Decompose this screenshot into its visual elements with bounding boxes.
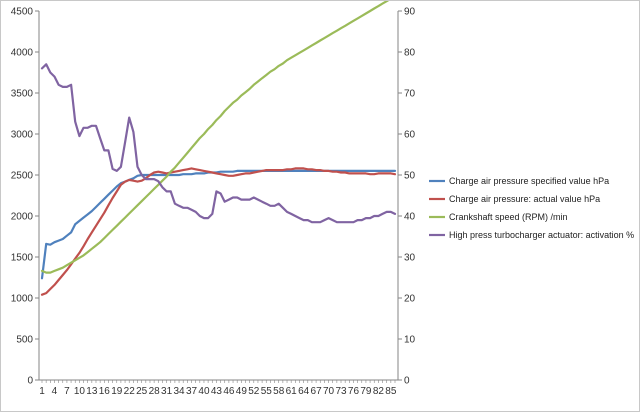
series-line-2 bbox=[40, 167, 397, 296]
legend-label: Crankshaft speed (RPM) /min bbox=[449, 212, 568, 222]
y-tick-label-left: 0 bbox=[27, 376, 33, 387]
legend-label: Charge air pressure specified value hPa bbox=[449, 176, 609, 186]
x-tick-label: 19 bbox=[111, 386, 123, 397]
y-tick-label-left: 2500 bbox=[11, 171, 34, 182]
y-tick-label-left: 1500 bbox=[11, 253, 34, 264]
x-tick-label: 10 bbox=[74, 386, 86, 397]
y-tick-label-left: 500 bbox=[16, 335, 33, 346]
x-tick-label: 73 bbox=[335, 386, 347, 397]
x-tick-label: 31 bbox=[161, 386, 173, 397]
x-tick-label: 37 bbox=[186, 386, 198, 397]
series-layer bbox=[40, 1, 397, 296]
x-tick-label: 61 bbox=[286, 386, 298, 397]
y-tick-label-right: 70 bbox=[404, 89, 416, 100]
x-tick-label: 13 bbox=[86, 386, 98, 397]
x-tick-label: 49 bbox=[236, 386, 248, 397]
x-tick-label: 67 bbox=[311, 386, 323, 397]
y-tick-label-right: 90 bbox=[404, 7, 416, 18]
x-tick-label: 4 bbox=[52, 386, 58, 397]
x-tick-label: 85 bbox=[385, 386, 397, 397]
y-tick-label-right: 20 bbox=[404, 294, 416, 305]
y-tick-label-right: 30 bbox=[404, 253, 416, 264]
y-tick-label-right: 50 bbox=[404, 171, 416, 182]
y-tick-label-left: 4000 bbox=[11, 48, 34, 59]
y-tick-label-right: 60 bbox=[404, 130, 416, 141]
x-tick-label: 16 bbox=[99, 386, 111, 397]
x-tick-label: 76 bbox=[348, 386, 360, 397]
x-tick-label: 64 bbox=[298, 386, 310, 397]
y-tick-label-left: 4500 bbox=[11, 7, 34, 18]
x-tick-label: 79 bbox=[360, 386, 372, 397]
x-tick-label: 1 bbox=[39, 386, 45, 397]
x-tick-label: 55 bbox=[261, 386, 273, 397]
x-tick-label: 82 bbox=[373, 386, 385, 397]
series-line-4 bbox=[40, 63, 397, 224]
y-tick-label-right: 40 bbox=[404, 212, 416, 223]
x-tick-label: 40 bbox=[198, 386, 210, 397]
y-tick-label-left: 2000 bbox=[11, 212, 34, 223]
series-line-1 bbox=[40, 169, 397, 280]
x-tick-label: 25 bbox=[136, 386, 148, 397]
x-tick-label: 70 bbox=[323, 386, 335, 397]
y-tick-label-left: 1000 bbox=[11, 294, 34, 305]
y-tick-label-right: 10 bbox=[404, 335, 416, 346]
legend-label: High press turbocharger actuator: activa… bbox=[449, 230, 634, 240]
x-tick-label: 7 bbox=[64, 386, 70, 397]
x-tick-label: 43 bbox=[211, 386, 223, 397]
y-tick-label-right: 0 bbox=[404, 376, 410, 387]
y-tick-label-right: 80 bbox=[404, 48, 416, 59]
x-tick-label: 52 bbox=[248, 386, 260, 397]
chart-legend: Charge air pressure specified value hPa C… bbox=[429, 176, 634, 240]
series-line-3 bbox=[40, 1, 390, 274]
legend-label: Charge air pressure: actual value hPa bbox=[449, 194, 600, 204]
x-tick-label: 58 bbox=[273, 386, 285, 397]
x-tick-label: 28 bbox=[149, 386, 161, 397]
chart-axes: 0 500 1000 1500 2000 2500 3000 3500 4000 4500 0 10 2… bbox=[11, 7, 416, 398]
y-tick-label-left: 3500 bbox=[11, 89, 34, 100]
x-tick-label: 34 bbox=[173, 386, 185, 397]
x-tick-label: 46 bbox=[223, 386, 235, 397]
y-tick-label-left: 3000 bbox=[11, 130, 34, 141]
x-tick-label: 22 bbox=[124, 386, 136, 397]
